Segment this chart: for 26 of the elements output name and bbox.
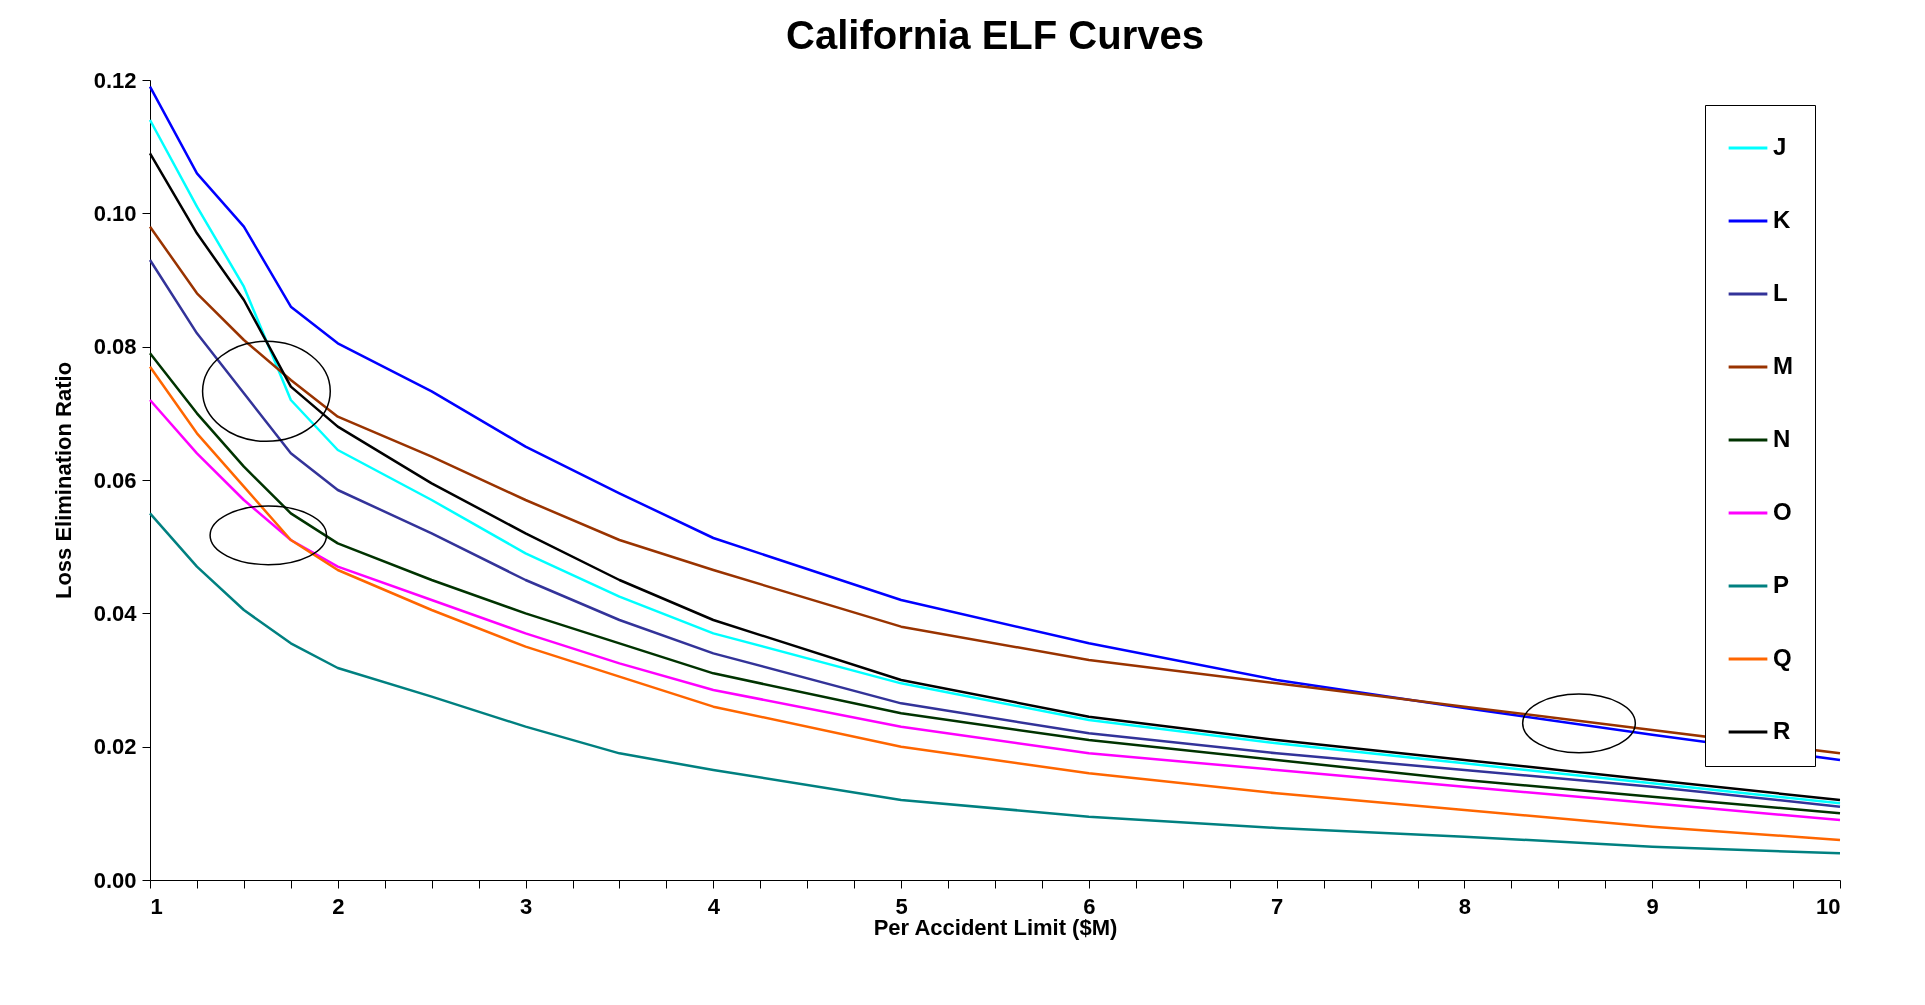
legend-label: K <box>1773 206 1791 233</box>
x-tick-label: 2 <box>332 893 345 919</box>
chart-title: California ELF Curves <box>786 13 1204 57</box>
legend-label: P <box>1773 571 1790 598</box>
legend-label: M <box>1773 352 1793 379</box>
x-tick-label: 4 <box>707 893 721 919</box>
y-tick-label: 0.02 <box>93 734 137 760</box>
legend-label: R <box>1773 717 1791 744</box>
legend-label: O <box>1773 498 1792 525</box>
y-tick-label: 0.00 <box>93 867 137 893</box>
y-axis-title: Loss Elimination Ratio <box>50 361 76 600</box>
legend-label: N <box>1773 425 1791 452</box>
y-tick-label: 0.08 <box>93 334 137 360</box>
legend-label: Q <box>1773 644 1792 671</box>
x-tick-label: 7 <box>1271 893 1284 919</box>
x-tick-label: 8 <box>1458 893 1472 919</box>
y-tick-label: 0.12 <box>93 67 137 93</box>
x-tick-label: 1 <box>150 893 163 919</box>
y-tick-label: 0.04 <box>93 600 138 626</box>
x-tick-label: 3 <box>519 893 533 919</box>
legend-label: J <box>1773 133 1787 160</box>
x-tick-label: 9 <box>1646 893 1659 919</box>
legend-label: L <box>1773 279 1788 306</box>
x-tick-label: 10 <box>1816 893 1841 919</box>
y-tick-label: 0.06 <box>93 467 137 493</box>
y-tick-label: 0.10 <box>93 200 137 226</box>
